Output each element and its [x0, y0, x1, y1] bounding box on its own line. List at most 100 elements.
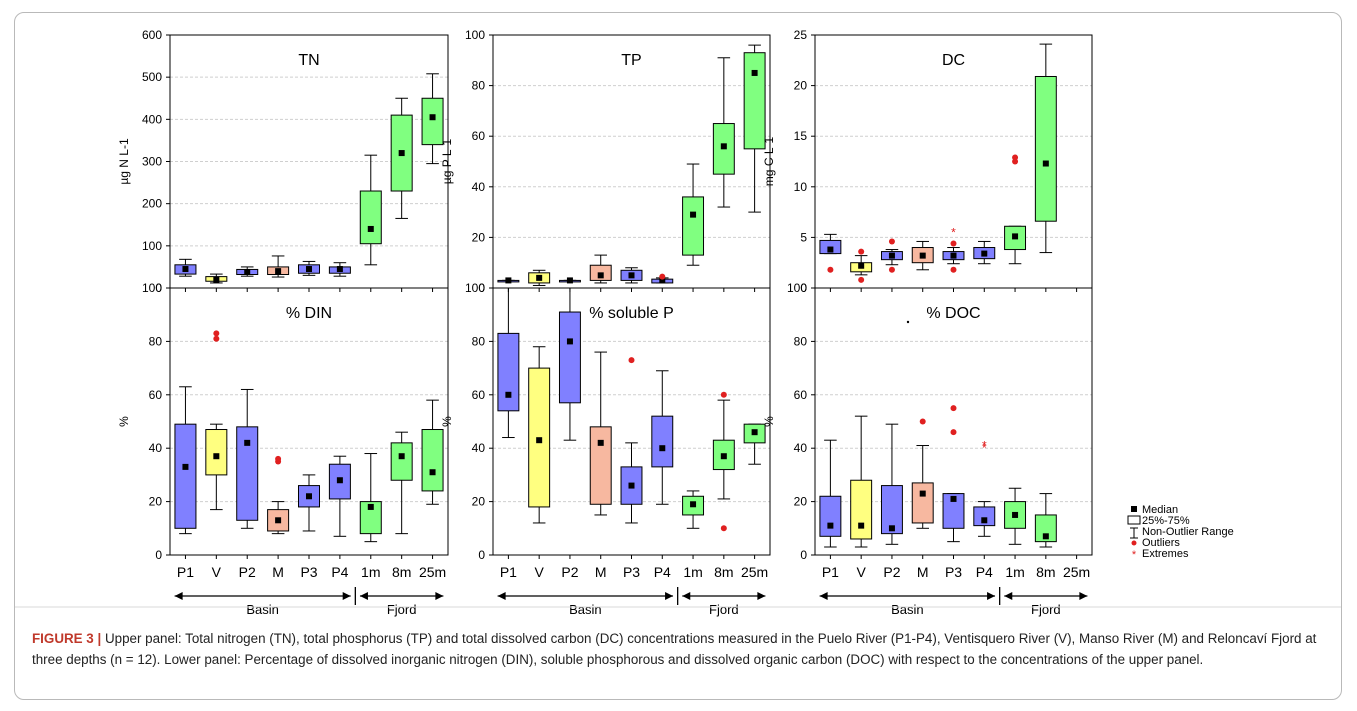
- x-tick-label: P2: [239, 564, 256, 580]
- panel--din: 0 20 40 60 80 100% % DIN P1 V P2 M P3 P4 1m 8m 25m Basin…: [117, 281, 449, 617]
- y-tick-label: 80: [472, 334, 486, 348]
- outlier-point: [720, 391, 727, 398]
- outlier-point: [720, 525, 727, 532]
- outlier-point: [950, 405, 957, 412]
- figure-caption: FIGURE 3 | Upper panel: Total nitrogen (…: [32, 628, 1332, 670]
- box-25m: [421, 73, 444, 165]
- y-tick-label: 60: [794, 388, 808, 402]
- x-tick-label: V: [212, 564, 222, 580]
- panel-title: TP: [621, 52, 641, 69]
- y-tick-label: 0: [155, 281, 162, 295]
- legend-extreme-swatch: *: [1132, 549, 1137, 561]
- median-marker: [536, 437, 543, 444]
- iqr-box: [819, 495, 842, 537]
- basin-arrow-head-left: [819, 592, 828, 600]
- median-marker: [213, 453, 220, 460]
- box-1m: [1004, 487, 1027, 545]
- median-marker: [720, 453, 727, 460]
- box-P3: [620, 357, 643, 524]
- box-P2: [558, 287, 581, 441]
- outlier-point: [858, 248, 865, 255]
- box-P2: [880, 238, 903, 273]
- median-marker: [505, 277, 512, 284]
- median-marker: [888, 525, 895, 532]
- median-marker: [398, 150, 405, 157]
- y-tick-label: 100: [465, 28, 485, 42]
- median-marker: [751, 69, 758, 76]
- median-marker: [213, 276, 220, 283]
- outlier-point: [888, 238, 895, 245]
- y-tick-label: 500: [142, 70, 162, 84]
- median-marker: [720, 143, 727, 150]
- y-axis-label: µg P L-1: [440, 138, 454, 184]
- box-M: [911, 240, 934, 271]
- median-marker: [659, 277, 666, 284]
- median-marker: [950, 495, 957, 502]
- median-marker: [429, 469, 436, 476]
- basin-arrow-head-left: [174, 592, 183, 600]
- box-P2: [880, 423, 903, 545]
- median-marker: [505, 391, 512, 398]
- median-marker: [858, 262, 865, 269]
- box-8m: [712, 57, 735, 208]
- outlier-point: [950, 266, 957, 273]
- outlier-point: [213, 330, 220, 337]
- median-marker: [306, 493, 312, 500]
- median-marker: [566, 277, 573, 284]
- box-8m: [712, 391, 735, 532]
- median-marker: [827, 522, 834, 529]
- y-tick-label: 200: [142, 197, 162, 211]
- box-P1: [819, 233, 842, 273]
- box-V: [528, 269, 551, 286]
- x-tick-label: P1: [177, 564, 194, 580]
- box-1m: [682, 490, 705, 529]
- y-tick-label: 100: [787, 281, 807, 295]
- box-M: [589, 254, 612, 284]
- x-tick-label: 1m: [361, 564, 380, 580]
- panel-title: TN: [298, 52, 319, 69]
- median-marker: [398, 453, 405, 460]
- median-marker: [659, 445, 666, 452]
- extreme-point: *: [982, 439, 987, 453]
- y-tick-label: 5: [800, 230, 807, 244]
- outlier-point: [213, 335, 220, 342]
- iqr-box: [589, 426, 612, 505]
- y-tick-label: 60: [149, 388, 163, 402]
- outlier-point: [628, 357, 635, 364]
- x-tick-label: V: [534, 564, 544, 580]
- iqr-box: [174, 423, 197, 529]
- box-P3: [297, 474, 321, 532]
- y-tick-label: 40: [149, 441, 163, 455]
- x-tick-label: P3: [300, 564, 317, 580]
- box-1m: [1004, 154, 1027, 265]
- median-marker: [367, 503, 374, 510]
- iqr-box: [850, 479, 873, 540]
- iqr-box: [880, 485, 903, 535]
- box-25m: [743, 44, 766, 213]
- panel--doc: 0 20 40 60 80 100% % DOC ** P1 V P2 M P3 P4 1m 8m 25m Bas…: [762, 281, 1093, 617]
- x-tick-label: P4: [976, 564, 993, 580]
- y-tick-label: 40: [472, 180, 486, 194]
- y-tick-label: 0: [155, 548, 162, 562]
- x-tick-label: P4: [331, 564, 348, 580]
- y-tick-label: 80: [149, 334, 163, 348]
- legend-median-swatch: [1131, 506, 1137, 512]
- box-1m: [359, 154, 382, 266]
- x-tick-label: 8m: [714, 564, 733, 580]
- y-axis-label: %: [117, 416, 131, 427]
- iqr-box: [942, 493, 965, 529]
- basin-arrow-head-right: [342, 592, 351, 600]
- outlier-point: [1012, 154, 1019, 161]
- legend-outlier-swatch: [1131, 540, 1137, 546]
- iqr-box: [973, 506, 996, 527]
- box-P1: [497, 277, 520, 284]
- outlier-point: [950, 240, 957, 247]
- x-tick-label: M: [272, 564, 284, 580]
- fjord-arrow-head-right: [1079, 592, 1088, 600]
- box-M: [589, 351, 612, 516]
- y-tick-label: 40: [472, 441, 486, 455]
- x-tick-label: P2: [883, 564, 900, 580]
- y-axis-label: µg N L-1: [117, 138, 131, 185]
- median-marker: [628, 272, 635, 279]
